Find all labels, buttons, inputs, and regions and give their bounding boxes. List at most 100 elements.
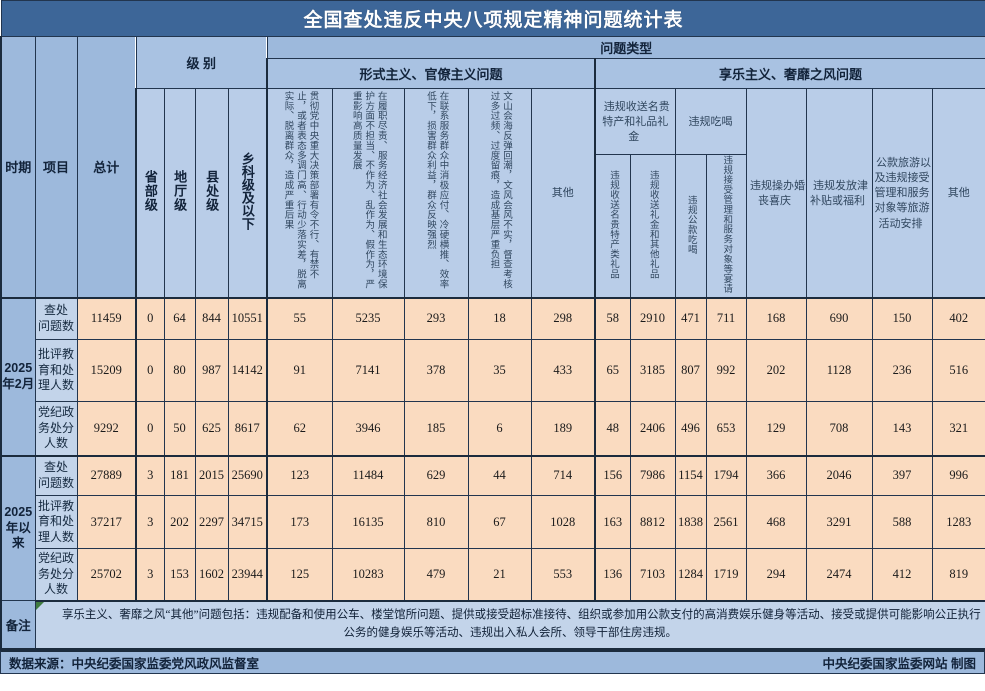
cell: 1028: [530, 495, 596, 550]
header-group-hedonism: 享乐主义、奢靡之风问题: [593, 58, 985, 89]
header-level-prefecture: 地厅级: [163, 87, 196, 299]
title-row: 全国查处违反中央八项规定精神问题统计表: [0, 0, 985, 37]
header-item: 项目: [34, 35, 78, 299]
cell: 516: [931, 339, 985, 403]
cell: 992: [705, 339, 747, 403]
cell: 1838: [674, 495, 707, 550]
cell: 711: [705, 296, 747, 341]
cell: 125: [266, 548, 333, 602]
footnote-row: 备注 享乐主义、奢靡之风“其他”问题包括：违规配备和使用公车、楼堂馆所问题、提供…: [0, 600, 985, 650]
header-level-township: 乡科级及以下: [227, 87, 268, 299]
cell: 14142: [227, 339, 268, 403]
cell: 153: [163, 548, 196, 602]
source-bar: 数据来源：中央纪委国家监委党风政风监督室 中央纪委国家监委网站 制图: [0, 649, 985, 674]
cell: 150: [871, 296, 933, 341]
header-formalism-col-2: 在履职尽责、服务经济社会发展和生态环境保护方面不担当、不作为、乱作为、假作为，严…: [331, 87, 405, 299]
cell: 202: [745, 339, 807, 403]
cell: 708: [805, 401, 873, 457]
header-level-group: 级 别: [135, 36, 268, 89]
cell: 397: [871, 454, 933, 497]
table-row: 批评教 育和处 理人数 37217 3 202 2297 34715 173 161…: [1, 495, 985, 550]
cell: 3185: [629, 339, 676, 403]
header-formalism-other: 其他: [530, 87, 596, 299]
statistics-table: 全国查处违反中央八项规定精神问题统计表 时期 项目 总计 级 别 问题类型 形式…: [0, 0, 985, 650]
cell: 34715: [227, 495, 268, 550]
cell: 8617: [227, 401, 268, 457]
cell: 50: [163, 401, 196, 457]
cell: 2046: [805, 454, 873, 497]
cell: 7103: [629, 548, 676, 602]
header-row-sub2: 违规收送名贵特产类礼品 违规收送礼金和其他礼品 违规公款吃喝 违规接受管理和服务…: [1, 153, 985, 299]
cell-total: 15209: [76, 339, 137, 403]
cell: 16135: [331, 495, 405, 550]
header-formalism-col-3: 在联系服务群众中消极应付、冷硬横推、效率低下，损害群众利益，群众反映强烈: [403, 87, 469, 299]
cell-total: 9292: [76, 401, 137, 457]
data-source-label: 数据来源：中央纪委国家监委党风政风监督室: [9, 656, 260, 671]
item-label: 党纪政 务处分 人数: [34, 401, 78, 457]
header-hedonism-gifts-group: 违规收送名贵特产和礼品礼金: [594, 88, 676, 155]
cell: 402: [931, 296, 985, 341]
footnote-text: 享乐主义、奢靡之风“其他”问题包括：违规配备和使用公车、楼堂馆所问题、提供或接受…: [34, 600, 985, 650]
cell: 25690: [227, 454, 268, 497]
cell: 807: [674, 339, 707, 403]
cell-total: 25702: [76, 548, 137, 602]
footnote-label: 备注: [0, 600, 36, 650]
cell: 378: [403, 339, 469, 403]
period-label-2: 2025 年以来: [0, 454, 36, 602]
cell: 996: [931, 454, 985, 497]
cell: 496: [674, 401, 707, 457]
item-label: 批评教 育和处 理人数: [34, 339, 78, 403]
cell: 1284: [674, 548, 707, 602]
cell: 163: [594, 495, 631, 550]
cell: 7141: [331, 339, 405, 403]
header-row-sub1: 省部级 地厅级 县处级 乡科级及以下 贯彻党中央重大决策部署有令不行、有禁不止，…: [1, 87, 985, 299]
cell: 2910: [629, 296, 676, 341]
cell: 3291: [805, 495, 873, 550]
header-hedonism-specialty-gifts: 违规收送名贵特产类礼品: [594, 153, 631, 299]
cell: 0: [135, 401, 165, 457]
header-hedonism-weddings: 违规操办婚丧喜庆: [745, 87, 807, 299]
item-label: 查处 问题数: [34, 454, 78, 497]
cell: 11484: [331, 454, 405, 497]
cell: 236: [871, 339, 933, 403]
cell: 588: [871, 495, 933, 550]
cell: 129: [745, 401, 807, 457]
table-row: 党纪政 务处分 人数 25702 3 153 1602 23944 125 1028…: [1, 548, 985, 602]
header-hedonism-other: 其他: [931, 87, 985, 299]
chart-credit-label: 中央纪委国家监委网站 制图: [822, 656, 976, 671]
cell: 412: [871, 548, 933, 602]
header-period: 时期: [0, 35, 36, 299]
cell: 653: [705, 401, 747, 457]
cell-total: 11459: [76, 296, 137, 341]
table-row: 党纪政 务处分 人数 9292 0 50 625 8617 62 3946 185 …: [1, 401, 985, 457]
cell: 810: [403, 495, 469, 550]
header-formalism-col-1: 贯彻党中央重大决策部署有令不行、有禁不止，或者表态多调门高、行动少落实差，脱离实…: [266, 87, 333, 299]
cell: 5235: [331, 296, 405, 341]
cell: 2015: [194, 454, 229, 497]
table-row: 2025 年2月 查处 问题数 11459 0 64 844 10551 55 52…: [0, 296, 985, 457]
header-problem-type: 问题类型: [266, 36, 985, 59]
table-row: 2025 年以来 查处 问题数 27889 3 181 2015 25690 123…: [0, 454, 985, 602]
cell: 0: [135, 296, 165, 341]
header-hedonism-travel: 公款旅游以及违规接受管理和服务对象等旅游活动安排: [871, 87, 933, 299]
item-label: 党纪政 务处分 人数: [34, 548, 78, 602]
table-row: 批评教 育和处 理人数 15209 0 80 987 14142 91 7141 3…: [1, 339, 985, 403]
cell: 44: [467, 454, 532, 497]
cell: 23944: [227, 548, 268, 602]
cell: 143: [871, 401, 933, 457]
cell: 189: [530, 401, 596, 457]
cell: 10283: [331, 548, 405, 602]
header-group-formalism: 形式主义、官僚主义问题: [266, 58, 596, 89]
period-label-1: 2025 年2月: [0, 296, 36, 457]
header-hedonism-accepting-banquets: 违规接受管理和服务对象等宴请: [705, 153, 747, 299]
cell: 35: [467, 339, 532, 403]
cell: 690: [805, 296, 873, 341]
cell: 0: [135, 339, 165, 403]
cell: 156: [594, 454, 631, 497]
header-formalism-col-4: 文山会海反弹回潮，文风会风不实，督查考核过多过频、过度留痕，造成基层严重负担: [467, 87, 532, 299]
header-hedonism-dining-group: 违规吃喝: [674, 88, 747, 155]
cell: 168: [745, 296, 807, 341]
cell: 55: [266, 296, 333, 341]
cell: 294: [745, 548, 807, 602]
